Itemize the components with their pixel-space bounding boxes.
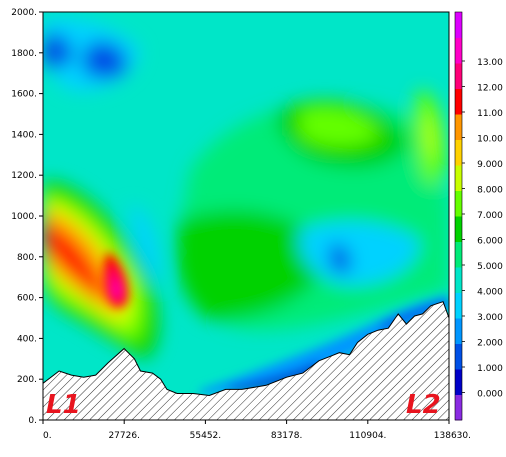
x-tick-label: 27726. [108,431,140,441]
colorbar-segment [455,292,462,319]
colorbar-segment [455,343,462,370]
colorbar-segment [455,165,462,191]
colorbar-segment [455,318,462,344]
colorbar-label: 2.000 [477,339,503,349]
colorbar-label: 3.000 [477,313,503,323]
x-axis: 0. 27726. 55452. 83178. 110904. 138630. [42,420,471,441]
colorbar-segment [455,190,462,217]
colorbar-label: 11.00 [477,109,503,119]
colorbar-label: 5.000 [477,262,503,272]
colorbar-label: 13.00 [477,58,503,68]
contour-field [43,12,449,420]
right-end-label: L2 [406,390,441,420]
x-tick-label: 55452. [190,431,222,441]
colorbar-label: 1.000 [477,364,503,374]
colorbar-segment [455,394,462,421]
y-tick-label: 1800. [11,49,37,59]
colorbar-segment [455,267,462,293]
colorbar-segment [455,369,462,395]
colorbar-label: 6.000 [477,237,503,247]
x-tick-label: 0. [43,431,52,441]
colorbar-label: 10.00 [477,135,503,145]
y-tick-label: 0. [28,416,37,426]
y-tick-label: 200. [17,375,37,385]
colorbar-segment [455,216,462,242]
y-tick-label: 1000. [11,212,37,222]
colorbar-segment [455,37,462,64]
colorbar-segment [455,12,462,38]
left-end-label: L1 [46,390,81,420]
x-tick-label: 83178. [271,431,303,441]
colorbar-label: 7.000 [477,211,503,221]
y-tick-label: 1400. [11,130,37,140]
colorbar-label: 0.000 [477,390,503,400]
y-tick-label: 2000. [11,8,37,18]
y-tick-label: 400. [17,334,37,344]
colorbar: 0.000 1.000 2.000 3.000 4.000 5.000 6.000 7.000… [454,11,503,421]
y-axis: 0. 200. 400. 600. 800. 1000. 1200. 1400. 1600. 18… [11,8,43,426]
x-tick-label: 138630. [434,431,471,441]
y-tick-label: 1200. [11,171,37,181]
colorbar-segment [455,241,462,268]
colorbar-label: 4.000 [477,288,503,298]
colorbar-segment [455,63,462,89]
colorbar-label: 9.000 [477,160,503,170]
x-tick-label: 110904. [349,431,386,441]
colorbar-frame [454,11,463,421]
colorbar-label: 12.00 [477,84,503,94]
colorbar-segment [455,88,462,115]
colorbar-label: 8.000 [477,186,503,196]
y-tick-label: 1600. [11,90,37,100]
y-tick-label: 600. [17,294,37,304]
y-tick-label: 800. [17,253,37,263]
colorbar-segment [455,139,462,166]
colorbar-segment [455,114,462,140]
terrain-mask [43,301,449,420]
